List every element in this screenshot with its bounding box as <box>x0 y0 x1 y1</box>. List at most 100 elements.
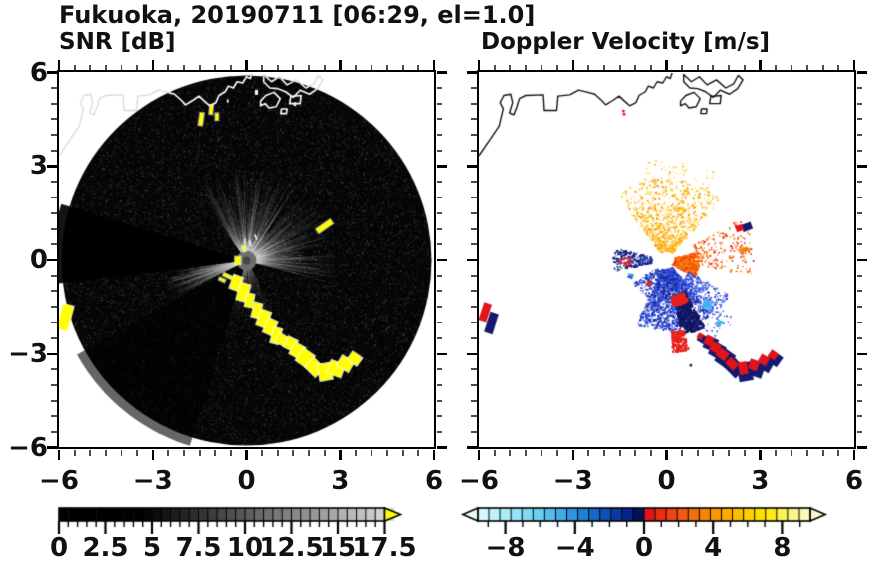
minor-tick <box>540 450 543 456</box>
minor-tick <box>856 337 862 340</box>
minor-tick <box>308 450 310 456</box>
minor-tick <box>436 87 442 90</box>
major-tick <box>856 352 867 355</box>
minor-tick <box>524 64 527 70</box>
y-tick-label: −6 <box>8 432 48 463</box>
minor-tick <box>51 305 57 308</box>
minor-tick <box>540 64 543 70</box>
minor-tick <box>471 118 477 121</box>
major-tick <box>436 446 447 449</box>
minor-tick <box>471 102 477 105</box>
snr-colorbar-label: 0 <box>49 533 69 563</box>
minor-tick <box>386 64 389 70</box>
minor-tick <box>214 450 217 456</box>
snr-panel-title: SNR [dB] <box>59 29 176 55</box>
minor-tick <box>856 149 862 152</box>
minor-tick <box>354 450 357 456</box>
minor-tick <box>436 384 442 386</box>
minor-tick <box>229 64 232 70</box>
major-tick <box>466 165 477 168</box>
minor-tick <box>51 227 57 230</box>
minor-tick <box>51 337 57 340</box>
minor-tick <box>308 64 310 70</box>
minor-tick <box>198 64 201 70</box>
minor-tick <box>728 64 730 70</box>
minor-tick <box>136 64 139 70</box>
minor-tick <box>436 243 442 246</box>
minor-tick <box>821 64 824 70</box>
minor-tick <box>51 384 57 386</box>
x-tick-label: −3 <box>132 466 173 496</box>
minor-tick <box>436 149 442 152</box>
snr-colorbar-label: 5 <box>142 533 162 563</box>
minor-tick <box>370 64 373 70</box>
minor-tick <box>51 430 57 433</box>
snr-colorbar-label: 2.5 <box>82 533 129 563</box>
minor-tick <box>51 180 57 183</box>
minor-tick <box>728 450 730 456</box>
minor-tick <box>603 450 605 456</box>
y-tick-label: −3 <box>8 338 48 369</box>
minor-tick <box>856 180 862 183</box>
major-tick <box>571 450 574 460</box>
major-tick <box>665 60 668 70</box>
major-tick <box>432 450 436 460</box>
minor-tick <box>856 399 862 402</box>
minor-tick <box>856 415 862 418</box>
major-tick <box>571 60 574 70</box>
minor-tick <box>51 290 57 293</box>
minor-tick <box>696 64 699 70</box>
minor-tick <box>276 64 279 70</box>
minor-tick <box>493 64 496 70</box>
minor-tick <box>436 337 442 340</box>
major-tick <box>46 165 57 168</box>
minor-tick <box>821 450 824 456</box>
minor-tick <box>436 212 442 215</box>
snr-plot-frame <box>56 70 436 449</box>
minor-tick <box>471 415 477 418</box>
minor-tick <box>471 430 477 433</box>
snr-colorbar-label: 10 <box>226 533 264 563</box>
x-tick-label: 6 <box>424 466 444 496</box>
minor-tick <box>556 64 559 70</box>
x-tick-label: 0 <box>657 466 676 496</box>
snr-colorbar-label: 17.5 <box>352 533 417 563</box>
x-tick-label: 3 <box>751 466 770 496</box>
velocity-colorbar-label: 8 <box>773 533 792 563</box>
y-tick-label: 3 <box>29 151 48 182</box>
minor-tick <box>436 399 442 402</box>
minor-tick <box>712 64 715 70</box>
major-tick <box>477 450 481 460</box>
major-tick <box>466 258 477 262</box>
minor-tick <box>120 450 123 456</box>
minor-tick <box>856 274 862 277</box>
minor-tick <box>183 450 185 456</box>
major-tick <box>466 71 477 74</box>
minor-tick <box>51 149 57 152</box>
major-tick <box>856 71 867 74</box>
major-tick <box>759 60 762 70</box>
minor-tick <box>856 196 862 199</box>
y-tick-label: 0 <box>29 245 48 275</box>
minor-tick <box>198 450 201 456</box>
minor-tick <box>214 64 217 70</box>
major-tick <box>477 60 481 70</box>
minor-tick <box>436 290 442 293</box>
minor-tick <box>436 134 442 136</box>
minor-tick <box>51 368 57 371</box>
minor-tick <box>649 64 652 70</box>
minor-tick <box>856 134 862 136</box>
minor-tick <box>436 274 442 277</box>
minor-tick <box>401 450 404 456</box>
minor-tick <box>856 430 862 433</box>
minor-tick <box>51 243 57 246</box>
minor-tick <box>471 149 477 152</box>
minor-tick <box>436 305 442 308</box>
minor-tick <box>51 274 57 277</box>
minor-tick <box>837 64 840 70</box>
minor-tick <box>509 64 512 70</box>
minor-tick <box>292 64 295 70</box>
velocity-colorbar-label: −8 <box>485 533 526 563</box>
velocity-colorbar-label: −4 <box>554 533 595 563</box>
